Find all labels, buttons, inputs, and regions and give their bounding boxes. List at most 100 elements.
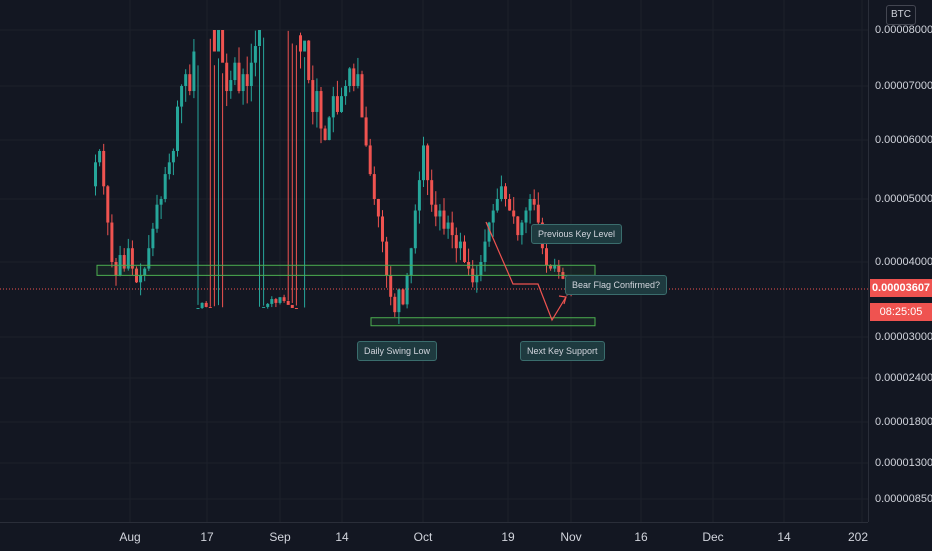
candle-body <box>266 303 270 307</box>
candle-body <box>299 35 302 52</box>
candle-body <box>499 186 503 199</box>
callout-daily-swing-low: Daily Swing Low <box>357 341 438 361</box>
candle-body <box>344 86 348 97</box>
candle-body <box>274 299 278 303</box>
candle-body <box>106 186 110 223</box>
candle-body <box>245 74 249 86</box>
candle-body <box>253 46 257 63</box>
candle-body <box>208 306 212 308</box>
candle-body <box>94 162 97 187</box>
candle-body <box>504 186 507 199</box>
candle-body <box>483 241 487 262</box>
candle-body <box>376 199 380 217</box>
candle-body <box>237 62 241 92</box>
candle-body <box>516 216 520 236</box>
time-tick-label: 14 <box>335 530 349 544</box>
candle-body <box>315 91 319 112</box>
bar-countdown: 08:25:05 <box>870 303 932 321</box>
candle-body <box>446 222 450 229</box>
candle-body <box>114 262 118 276</box>
candle-body <box>290 304 294 308</box>
candle-body <box>409 248 413 276</box>
time-tick-label: Dec <box>702 530 724 544</box>
candle-body <box>102 150 106 187</box>
candle-body <box>512 210 516 217</box>
time-tick-label: Oct <box>413 530 433 544</box>
candle-body <box>176 106 179 151</box>
candle-body <box>381 216 384 242</box>
candle-body <box>122 255 126 269</box>
candle-body <box>196 307 200 309</box>
candle-body <box>438 210 442 217</box>
price-tick-label: 0.00000850 <box>875 493 932 505</box>
candle-body <box>479 262 483 276</box>
time-scale[interactable]: Aug 17 Sep 14 Oct 19 Nov 16 Dec 14 202 <box>0 522 868 551</box>
candle-body <box>249 62 253 86</box>
key-level-zone <box>96 264 596 276</box>
candle-body <box>110 222 114 262</box>
candle-body <box>307 40 311 81</box>
candle-body <box>553 265 557 269</box>
candle-body <box>335 96 339 112</box>
candle-body <box>401 289 405 305</box>
candle-body <box>229 80 233 92</box>
time-tick-label: Aug <box>119 530 141 544</box>
candle-body <box>536 204 540 223</box>
projection-arrowhead <box>558 295 567 305</box>
support-zone <box>370 317 596 327</box>
candle-body <box>385 241 389 276</box>
candle-body <box>294 307 298 309</box>
time-tick-label: Sep <box>269 530 291 544</box>
candle-body <box>372 174 376 199</box>
candle-body <box>217 30 220 52</box>
last-price-tag: 0.00003607 <box>870 279 932 297</box>
currency-badge[interactable]: BTC <box>886 5 916 25</box>
projection-path <box>485 221 567 322</box>
chart-area[interactable]: Previous Key Level Bear Flag Confirmed? … <box>0 0 868 522</box>
candle-body <box>495 199 499 211</box>
candle-body <box>426 145 430 181</box>
price-tick-label: 0.00008000 <box>875 24 932 36</box>
candle-body <box>528 199 532 211</box>
candle-body <box>155 204 159 229</box>
price-scale[interactable]: 0.00008000 0.00007000 0.00006000 0.00005000… <box>868 0 932 522</box>
candle-body <box>167 162 171 175</box>
candle-body <box>442 210 446 229</box>
candle-body <box>286 300 290 305</box>
candle-body <box>487 222 491 242</box>
candle-body <box>180 86 184 107</box>
candle-body <box>98 150 102 163</box>
candle-body <box>171 150 175 163</box>
callout-next-key-support: Next Key Support <box>520 341 605 361</box>
candle-body <box>159 199 163 205</box>
candle-body <box>192 51 196 92</box>
candle-body <box>147 248 151 269</box>
candle-body <box>524 210 528 223</box>
price-chart[interactable] <box>0 0 868 522</box>
price-tick-label: 0.00003000 <box>875 331 932 343</box>
candle-body <box>130 248 134 269</box>
candle-body <box>204 302 208 307</box>
candle-body <box>491 210 495 223</box>
candle-body <box>327 117 331 140</box>
candle-body <box>520 222 524 236</box>
candle-body <box>200 302 204 308</box>
candle-body <box>405 275 409 305</box>
candle-body <box>454 235 458 249</box>
candle-body <box>331 96 335 118</box>
candle-body <box>221 30 225 63</box>
callout-bear-flag: Bear Flag Confirmed? <box>565 275 668 295</box>
candle-body <box>139 275 143 283</box>
candle-body <box>262 306 266 308</box>
price-tick-label: 0.00001300 <box>875 457 932 469</box>
candle-body <box>557 265 561 272</box>
price-tick-label: 0.00004000 <box>875 256 932 268</box>
candle-body <box>258 30 261 47</box>
candle-body <box>212 30 216 52</box>
candle-body <box>241 74 245 92</box>
candle-body <box>434 204 438 217</box>
candle-body <box>282 297 286 301</box>
candle-body <box>188 74 192 92</box>
candle-body <box>184 74 188 86</box>
candle-body <box>356 74 360 86</box>
